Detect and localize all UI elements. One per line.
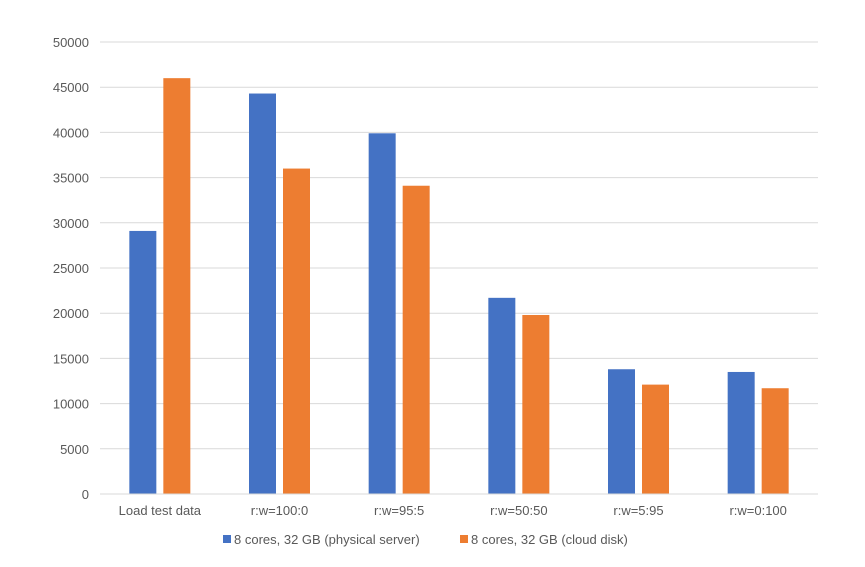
x-axis: Load test data r:w=100:0 r:w=95:5 r:w=50:50… [100,493,818,518]
y-tick-label: 25000 [53,261,89,276]
y-axis-tick-labels: 0 5000 10000 15000 20000 25000 30000 35000 40000… [53,35,89,502]
bar-physical-server [608,369,635,494]
y-tick-label: 50000 [53,35,89,50]
y-tick-label: 10000 [53,397,89,412]
x-tick-label: r:w=5:95 [613,503,663,518]
bar-physical-server [727,371,755,494]
legend-swatch [223,535,231,543]
x-tick-label: r:w=100:0 [251,503,308,518]
legend: 8 cores, 32 GB (physical server) 8 cores,… [223,532,628,547]
y-tick-label: 35000 [53,171,89,186]
x-tick-label: r:w=50:50 [490,503,547,518]
x-tick-label: r:w=95:5 [374,503,424,518]
y-tick-label: 0 [82,487,89,502]
bar-physical-server [129,230,157,494]
bars [129,78,789,494]
legend-label: 8 cores, 32 GB (cloud disk) [471,532,628,547]
y-tick-label: 40000 [53,125,89,140]
bar-cloud-disk [522,315,550,494]
bar-physical-server [368,133,396,494]
bar-physical-server [249,93,276,494]
legend-label: 8 cores, 32 GB (physical server) [234,532,420,547]
y-tick-label: 30000 [53,216,89,231]
legend-swatch [460,535,468,543]
x-tick-label: Load test data [119,503,202,518]
bar-physical-server [488,297,516,494]
y-tick-label: 45000 [53,80,89,95]
y-tick-label: 15000 [53,351,89,366]
gridlines [100,41,818,450]
bar-cloud-disk [642,384,669,494]
bar-cloud-disk [283,168,310,494]
bar-cloud-disk [163,78,191,494]
bar-cloud-disk [761,388,789,494]
x-tick-label: r:w=0:100 [729,503,786,518]
bar-cloud-disk [402,185,430,494]
y-tick-label: 20000 [53,306,89,321]
y-tick-label: 5000 [60,442,89,457]
